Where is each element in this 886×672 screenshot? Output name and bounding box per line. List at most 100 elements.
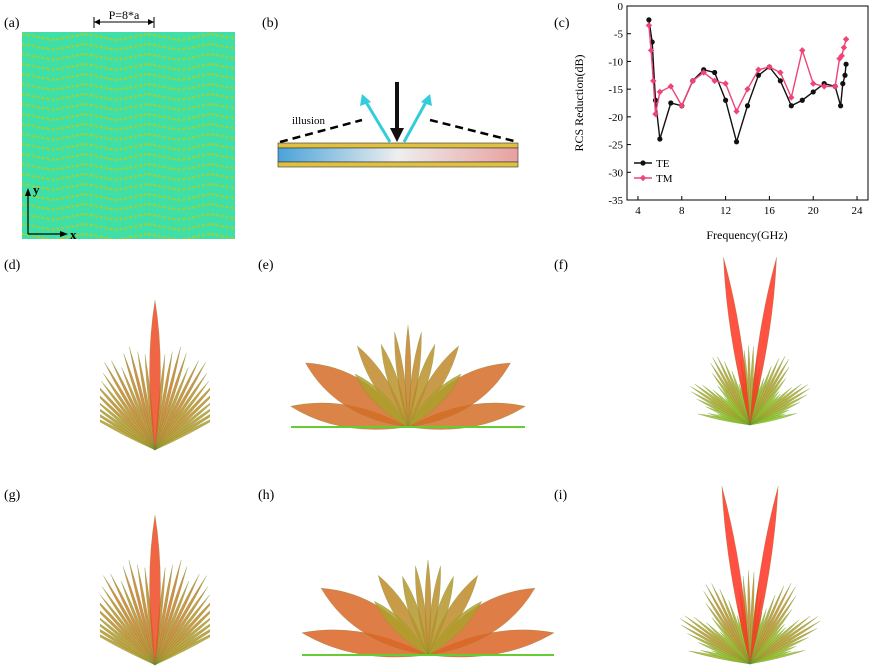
x-tick-label: 20 [808, 205, 820, 217]
main-lobe-right [749, 257, 777, 426]
chart-series [645, 17, 850, 145]
tm-point [667, 83, 675, 90]
legend-label: TM [656, 173, 673, 185]
y-tick-label: -25 [608, 140, 623, 152]
tm-point [722, 80, 729, 87]
axis-x-label: x [70, 227, 77, 242]
pattern-lobe [424, 559, 432, 656]
metasurface-pattern [22, 32, 235, 239]
legend-marker [639, 174, 647, 182]
series-line-tm [648, 25, 847, 115]
pattern-f [690, 257, 810, 426]
tm-point [711, 77, 718, 85]
y-tick-label: -10 [608, 56, 623, 68]
pattern-g [100, 514, 210, 666]
te-point [810, 89, 816, 95]
tm-point [755, 66, 762, 73]
pattern-lobe [373, 600, 429, 656]
pattern-h [301, 559, 555, 658]
tm-point [777, 69, 784, 76]
period-label: P=8*a [109, 8, 140, 22]
tm-point [652, 110, 659, 118]
x-tick-label: 4 [635, 205, 641, 217]
legend-label: TE [656, 158, 670, 170]
series-line-te [648, 19, 847, 145]
side-lobe [749, 650, 805, 665]
substrate-bottom [277, 161, 519, 168]
main-lobe [149, 299, 161, 451]
pattern-lobe [427, 600, 483, 656]
te-point [744, 103, 751, 109]
y-tick-label: -15 [608, 84, 623, 96]
te-point [777, 78, 783, 84]
y-tick-label: -5 [614, 29, 624, 41]
illusion-label: illusion [292, 115, 326, 127]
illusion-dashed-right [429, 118, 519, 144]
side-lobe [154, 419, 210, 451]
panel-label-a: (a) [4, 16, 20, 31]
tm-point [650, 77, 657, 85]
main-lobe-left [721, 486, 751, 665]
panel-label-c: (c) [554, 16, 570, 31]
illusion-dashed-left [279, 118, 363, 144]
te-point [788, 103, 794, 109]
chart-y-label: RCS Reduction(dB) [572, 54, 586, 151]
legend-marker [640, 160, 646, 166]
panel-label-e: (e) [258, 258, 274, 273]
panel-a-metasurface: P=8*a y x [22, 8, 235, 242]
main-lobe [149, 514, 161, 666]
tm-point [733, 108, 740, 115]
tm-point [840, 44, 848, 51]
pattern-lobe [354, 373, 409, 428]
x-tick-label: 8 [679, 205, 685, 217]
tm-point [656, 88, 664, 96]
te-point [712, 69, 718, 76]
tm-point [799, 47, 806, 54]
pattern-lobe [404, 324, 412, 428]
axis-y-label: y [33, 182, 40, 197]
chart-legend: TE TM [634, 158, 673, 185]
chart-x-label: Frequency(GHz) [706, 228, 787, 242]
reflected-arrow-left [364, 101, 392, 143]
te-point [799, 97, 805, 103]
y-tick-label: 0 [618, 1, 624, 13]
panel-label-h: (h) [258, 488, 275, 503]
te-point [733, 139, 740, 145]
panel-c-rcs-chart: RCS Reduction(dB) Frequency(GHz) 4 8 12 16 2… [572, 1, 869, 242]
pattern-i [679, 486, 821, 665]
te-point [722, 97, 729, 103]
panel-b-schematic: illusion [277, 82, 519, 168]
panel-label-b: (b) [262, 16, 279, 31]
main-lobe-right [749, 486, 779, 665]
te-point [646, 17, 652, 23]
panel-label-g: (g) [4, 488, 21, 503]
pattern-d [100, 299, 210, 451]
metasurface-slab [277, 147, 519, 163]
main-lobe-left [723, 257, 751, 426]
side-lobe [749, 413, 797, 426]
te-point [668, 100, 674, 106]
y-tick-label: -20 [608, 112, 623, 124]
tm-point [842, 36, 850, 43]
y-tick-label: -35 [608, 195, 623, 207]
te-point [838, 103, 844, 109]
pattern-e [289, 324, 527, 430]
te-point [843, 61, 849, 67]
chart-axes: 4 8 12 16 20 24 0 -5 -10 -15 -20 -25 -30 -35 [608, 1, 869, 217]
reflected-arrow-right [402, 101, 428, 143]
tm-point [831, 83, 839, 90]
substrate-top [277, 142, 519, 149]
x-tick-label: 16 [764, 205, 776, 217]
plot-frame [626, 5, 869, 201]
x-tick-label: 24 [852, 205, 864, 217]
y-tick-label: -30 [608, 167, 623, 179]
panel-label-d: (d) [4, 258, 21, 273]
panel-label-i: (i) [554, 488, 568, 503]
pattern-lobe [407, 373, 462, 428]
te-point [842, 72, 848, 78]
tm-point [810, 80, 817, 87]
te-point [755, 72, 762, 78]
side-lobe [154, 634, 210, 666]
te-point [657, 136, 663, 142]
x-tick-label: 12 [720, 205, 731, 217]
